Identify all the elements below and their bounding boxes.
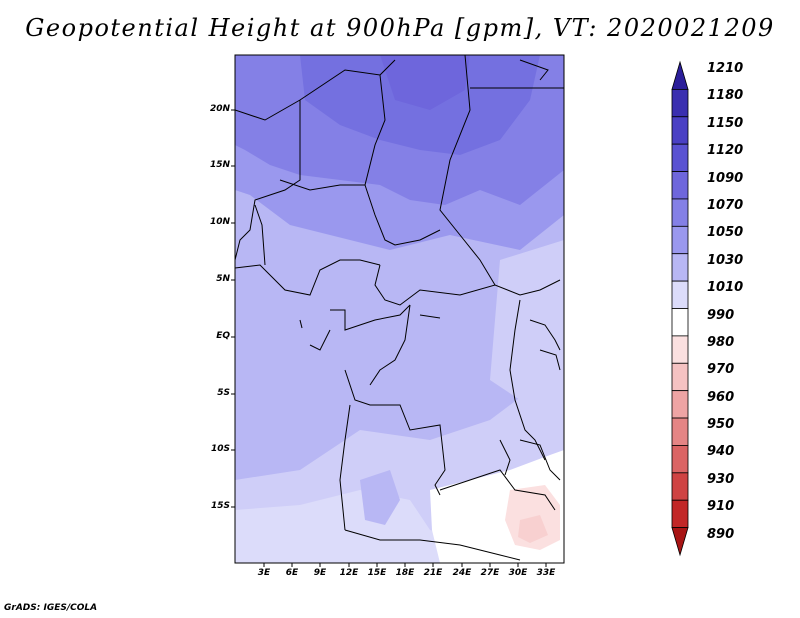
colorbar-swatch [671, 116, 689, 145]
lat-tick-label: 10S [210, 444, 230, 454]
colorbar-swatch [671, 499, 689, 529]
colorbar-level-label: 930 [707, 471, 735, 487]
colorbar-level-label: 1010 [707, 280, 744, 296]
lon-tick-label: 33E [536, 568, 556, 578]
colorbar-swatch [671, 527, 689, 557]
colorbar-level-label: 980 [707, 334, 735, 350]
height-field [235, 55, 564, 563]
lon-tick-label: 15E [367, 568, 387, 578]
map-frame [234, 54, 565, 564]
colorbar-level-label: 990 [707, 307, 735, 323]
colorbar-swatch [671, 143, 689, 172]
colorbar-level-label: 1030 [707, 252, 744, 268]
lon-tick-label: 6E [285, 568, 299, 578]
lon-tick-label: 24E [452, 568, 472, 578]
lat-tick-label: 5N [216, 274, 230, 284]
colorbar-swatch [671, 417, 689, 446]
colorbar-swatch [671, 280, 689, 309]
colorbar-swatch [671, 171, 689, 200]
colorbar-swatch [671, 472, 689, 501]
colorbar-swatch [671, 308, 689, 337]
colorbar-level-label: 890 [707, 526, 735, 542]
lat-tick-label: 15S [210, 501, 230, 511]
lon-tick-label: 18E [395, 568, 415, 578]
colorbar-level-label: 960 [707, 389, 735, 405]
grads-credit: GrADS: IGES/COLA [4, 603, 98, 613]
lon-tick-label: 30E [508, 568, 528, 578]
lat-tick-label: 10N [209, 217, 230, 227]
lon-tick-label: 12E [339, 568, 359, 578]
field-blob-angola [360, 470, 400, 525]
colorbar-level-label: 970 [707, 362, 735, 378]
lon-tick-label: 3E [257, 568, 271, 578]
colorbar-swatch [671, 253, 689, 282]
lon-tick-label: 27E [480, 568, 500, 578]
field-band-970 [518, 515, 548, 543]
country-borders [235, 55, 564, 561]
colorbar-level-label: 950 [707, 417, 735, 433]
colorbar-level-label: 1050 [707, 225, 744, 241]
colorbar-swatch [671, 225, 689, 255]
colorbar-swatch [671, 60, 689, 90]
lat-tick-label: 15N [209, 160, 230, 170]
colorbar [671, 60, 689, 557]
chart-title: Geopotential Height at 900hPa [gpm], VT:… [25, 14, 775, 42]
colorbar-level-label: 910 [707, 499, 735, 515]
lon-tick-label: 9E [313, 568, 327, 578]
colorbar-level-label: 1180 [707, 88, 744, 104]
colorbar-swatch [671, 362, 689, 392]
colorbar-swatch [671, 198, 689, 227]
lat-tick-label: 20N [209, 104, 230, 114]
colorbar-swatch [671, 445, 689, 474]
colorbar-level-label: 1150 [707, 115, 744, 131]
field-core-1090 [380, 55, 470, 110]
lat-tick-label: EQ [216, 331, 230, 341]
colorbar-level-label: 940 [707, 444, 735, 460]
colorbar-swatch [671, 335, 689, 364]
field-east-pale [490, 240, 564, 420]
colorbar-level-label: 1210 [707, 61, 744, 76]
colorbar-swatch [671, 88, 689, 118]
lon-tick-label: 21E [423, 568, 443, 578]
colorbar-level-label: 1090 [707, 170, 744, 186]
lat-tick-label: 5S [217, 388, 230, 398]
colorbar-level-label: 1070 [707, 197, 744, 213]
colorbar-swatch [671, 390, 689, 419]
colorbar-level-label: 1120 [707, 143, 744, 159]
